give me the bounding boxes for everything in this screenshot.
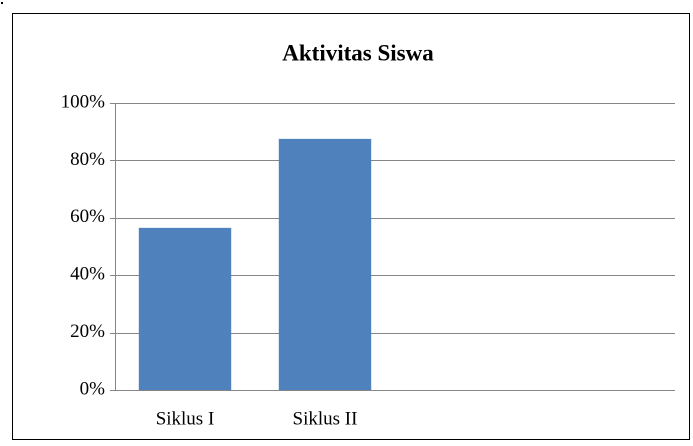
chart-title: Aktivitas Siswa xyxy=(282,40,434,65)
bar xyxy=(138,227,232,390)
x-tick-label: Siklus II xyxy=(293,408,358,429)
y-tick-label: 60% xyxy=(70,206,105,227)
y-tick-label: 40% xyxy=(70,264,105,285)
bar xyxy=(278,138,372,390)
dot xyxy=(1,2,3,4)
y-tick-label: 0% xyxy=(80,378,106,399)
y-tick-label: 100% xyxy=(61,91,106,112)
y-tick-label: 20% xyxy=(70,321,105,342)
x-tick-label: Siklus I xyxy=(156,408,215,429)
y-tick-label: 80% xyxy=(70,149,105,170)
